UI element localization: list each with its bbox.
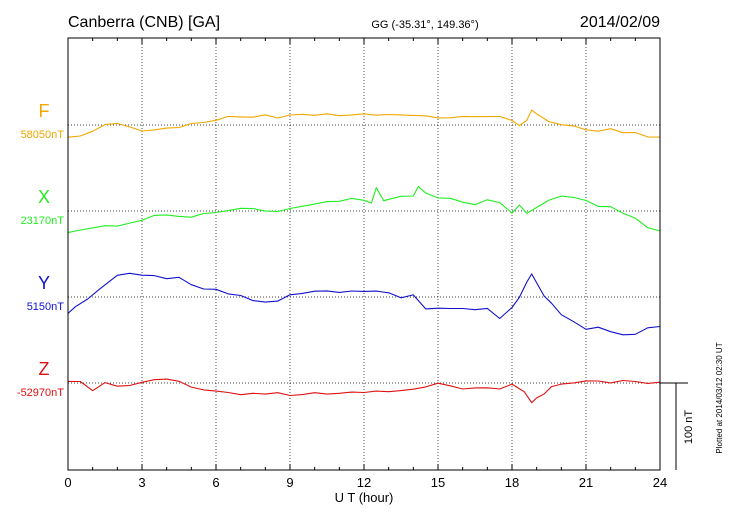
x-tick-label: 24: [653, 475, 667, 490]
x-axis-label: U T (hour): [335, 490, 394, 505]
x-tick-label: 6: [212, 475, 219, 490]
x-tick-label: 15: [431, 475, 445, 490]
chart-title: Canberra (CNB) [GA]: [68, 14, 220, 31]
series-baseline-y: 5150nT: [27, 301, 65, 313]
series-name-y: Y: [38, 273, 50, 293]
x-tick-label: 9: [286, 475, 293, 490]
x-tick-label: 21: [579, 475, 593, 490]
x-tick-label: 3: [138, 475, 145, 490]
series-baseline-x: 23170nT: [21, 215, 65, 227]
series-name-f: F: [39, 101, 50, 121]
scale-bar-label: 100 nT: [683, 410, 695, 445]
series-labels: F 58050nT X 23170nT Y 5150nT Z -52970nT: [17, 101, 64, 399]
series-baseline-z: -52970nT: [17, 387, 64, 399]
series-line-x: [67, 186, 661, 234]
station-coordinates: GG (-35.31°, 149.36°): [371, 19, 478, 31]
grid-lines: [68, 38, 660, 470]
x-axis-ticks: 0 3 6 9 12 15 18 21 24: [64, 38, 667, 490]
plot-frame: [67, 37, 661, 471]
scale-bar: 100 nT: [660, 382, 695, 470]
series-group: [67, 109, 661, 404]
series-name-z: Z: [39, 359, 50, 379]
series-line-y: [67, 272, 661, 336]
series-line-f: [67, 109, 661, 138]
x-tick-label: 12: [357, 475, 371, 490]
x-tick-label: 18: [505, 475, 519, 490]
series-name-x: X: [38, 187, 50, 207]
x-tick-label: 0: [64, 475, 71, 490]
series-baseline-f: 58050nT: [21, 129, 65, 141]
chart-date: 2014/02/09: [580, 14, 660, 31]
series-line-z: [67, 378, 661, 404]
plotted-note: Plotted at 2014/03/12 02:30 UT: [715, 342, 724, 453]
